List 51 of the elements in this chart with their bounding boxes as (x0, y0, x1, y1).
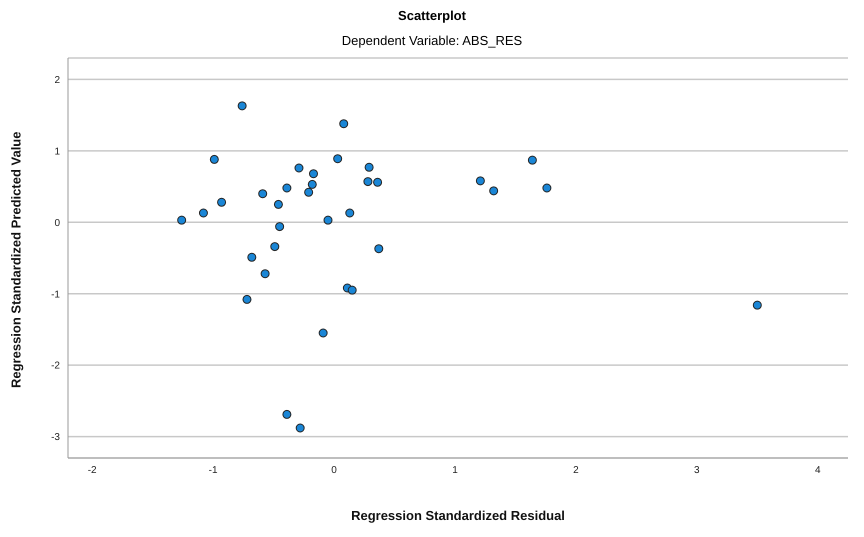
point (210, 154, 219, 164)
y-tick-label: 0 (54, 218, 60, 229)
point (324, 216, 332, 225)
point (282, 184, 292, 192)
x-tick-label: -2 (88, 465, 98, 476)
point (333, 154, 342, 164)
x-tick-label: 4 (814, 465, 821, 476)
y-tick-label: 2 (54, 74, 60, 86)
point (260, 269, 270, 278)
point (304, 188, 314, 197)
point (489, 186, 498, 196)
point (308, 169, 318, 178)
y-axis-title: Regression Standardized Predicted Value (8, 132, 24, 388)
x-tick-label: -1 (208, 465, 218, 476)
chart-title: Scatterplot (397, 8, 467, 23)
point (363, 177, 372, 186)
point (374, 244, 384, 254)
chart-subtitle: Dependent Variable: ABS_RES (340, 33, 524, 48)
point (242, 294, 252, 304)
x-tick-label: 2 (573, 465, 580, 476)
x-tick-label: 0 (331, 465, 338, 476)
point (217, 198, 226, 207)
point (275, 222, 284, 232)
point (476, 176, 485, 186)
point (294, 164, 304, 172)
point (528, 156, 537, 165)
x-tick-label: 1 (452, 465, 458, 476)
point (274, 200, 283, 209)
x-tick-label: 3 (694, 465, 700, 476)
point (198, 208, 208, 218)
y-tick-label: -3 (51, 432, 60, 444)
y-tick-label: -2 (51, 360, 60, 372)
point (364, 162, 374, 172)
point (177, 216, 186, 225)
x-axis-title: Regression Standardized Residual (351, 508, 565, 523)
point (238, 101, 247, 110)
point (282, 410, 292, 419)
point (296, 424, 305, 432)
point (247, 252, 256, 262)
y-tick-label: -1 (51, 289, 60, 300)
point (348, 286, 357, 295)
y-tick-label: 1 (54, 146, 60, 158)
point (345, 208, 354, 218)
point (752, 300, 762, 310)
point (542, 184, 552, 192)
point (270, 242, 280, 252)
point (258, 189, 268, 198)
point (339, 119, 348, 128)
point (308, 180, 317, 189)
point (318, 328, 328, 338)
point (373, 178, 382, 187)
